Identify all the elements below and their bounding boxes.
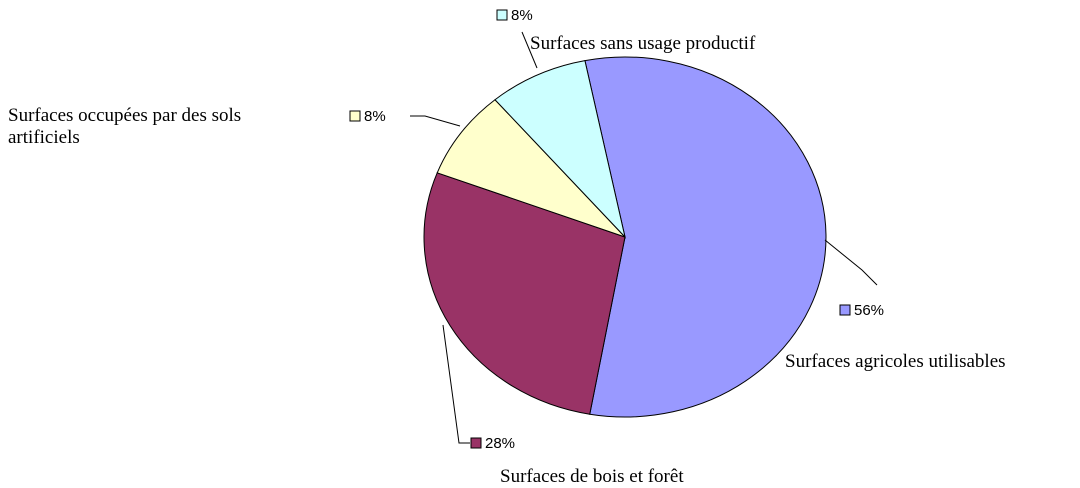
legend-swatch — [839, 304, 851, 316]
data-label: 8% — [511, 7, 533, 24]
leader-line — [824, 239, 878, 286]
legend-swatch — [496, 9, 508, 21]
data-label: 56% — [854, 302, 884, 319]
pie-slice — [584, 56, 827, 418]
category-label: Surfaces sans usage productif — [530, 33, 756, 54]
data-label: 28% — [485, 435, 515, 452]
category-label: Surfaces occupées par des sols artificie… — [8, 105, 242, 148]
pie-slice — [436, 99, 626, 238]
pie-slice — [423, 172, 626, 415]
category-label: Surfaces agricoles utilisables — [785, 351, 1006, 372]
legend-swatch — [470, 437, 482, 449]
legend-swatch — [349, 110, 361, 122]
category-label: Surfaces de bois et forêt — [500, 466, 684, 487]
data-label: 8% — [364, 108, 386, 125]
leader-line — [521, 31, 538, 69]
leader-line — [442, 324, 470, 444]
pie-slice — [494, 60, 626, 239]
leader-line — [410, 115, 461, 127]
